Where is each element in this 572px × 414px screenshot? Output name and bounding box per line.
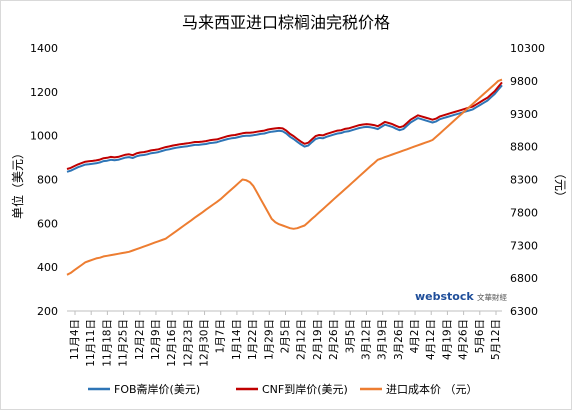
series-line-3 [66,78,503,276]
x-tick-label: 11月11日 [85,319,97,367]
y-right-tick-label: 6300 [510,305,538,318]
x-tick-label: 11月18日 [101,319,113,367]
y-right-tick-label: 9300 [510,108,538,121]
x-tick-label: 4月12日 [425,319,437,360]
x-tick-label: 1月14日 [231,319,243,360]
x-tick-label: 12月30日 [199,319,211,367]
y-right-tick-label: 7800 [510,206,538,219]
x-tick-label: 11月25日 [118,319,130,367]
left-axis: 200 400 600 800 1000 1200 1400 [30,42,58,318]
y-right-tick-label: 7300 [510,239,538,252]
x-tick-label: 3月19日 [377,319,389,360]
x-axis: 11月4日 11月11日 11月18日 11月25日 12月2日 12月9日 12月16日 1… [67,310,502,367]
y-right-tick-label: 8300 [510,174,538,187]
y-left-tick-label: 400 [37,261,58,274]
series-layer [66,78,503,276]
series-line-2 [66,81,503,170]
x-tick-label: 1月7日 [215,319,227,353]
y-right-tick-label: 8800 [510,141,538,154]
y-left-tick-label: 1400 [30,42,58,55]
x-tick-label: 11月4日 [69,319,81,360]
x-tick-label: 4月2日 [409,319,421,353]
x-tick-label: 12月23日 [182,319,194,367]
chart-title: 马来西亚进口棕榈油完税价格 [182,13,390,32]
series-line-1 [66,84,503,173]
x-tick-label: 12月9日 [150,319,162,360]
right-axis: 6300 6800 7300 7800 8300 8800 9300 9800 10300 [510,42,545,318]
x-tick-label: 1月29日 [263,319,275,360]
y-left-tick-label: 200 [37,305,58,318]
y-right-tick-label: 10300 [510,42,545,55]
y-left-tick-label: 600 [37,217,58,230]
x-tick-label: 2月26日 [328,319,340,360]
y-left-tick-label: 1200 [30,86,58,99]
y-left-tick-label: 800 [37,174,58,187]
y-right-tick-label: 9800 [510,75,538,88]
legend-label: CNF到岸价(美元) [262,383,348,396]
x-tick-label: 4月26日 [458,319,470,360]
x-tick-label: 2月5日 [280,319,292,353]
x-tick-label: 12月16日 [166,319,178,367]
x-tick-label: 5月12日 [490,319,502,360]
x-tick-label: 5月6日 [474,319,486,353]
x-tick-label: 1月22日 [247,319,259,360]
x-tick-label: 4月19日 [441,319,453,360]
x-tick-label: 3月26日 [393,319,405,360]
watermark-sub: 文華財經 [477,292,507,302]
legend-label: FOB斋岸价(美元) [114,382,200,396]
watermark-brand: webstock [415,290,474,303]
y-axis-left-label: 单位（美元） [10,147,25,219]
y-right-tick-label: 6800 [510,272,538,285]
x-tick-label: 3月12日 [360,319,372,360]
legend-label: 进口成本价 （元） [386,382,478,396]
y-axis-right-label: （元） [553,167,567,203]
y-left-tick-label: 1000 [30,130,58,143]
x-tick-label: 2月19日 [312,319,324,360]
x-tick-label: 2月12日 [296,319,308,360]
legend: FOB斋岸价(美元) CNF到岸价(美元) 进口成本价 （元） [88,382,478,396]
x-tick-label: 12月2日 [134,319,146,360]
x-tick-label: 3月5日 [344,319,356,353]
watermark: webstock 文華財經 [415,290,507,303]
